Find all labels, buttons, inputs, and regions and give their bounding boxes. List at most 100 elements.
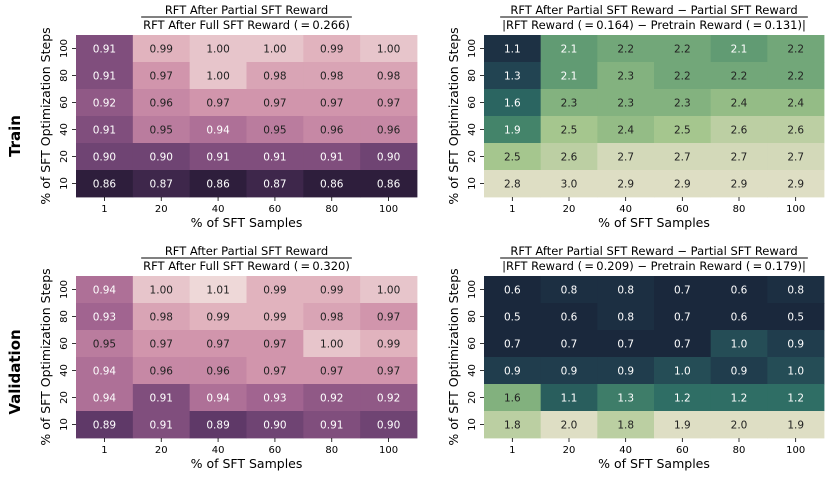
cell-value-label: 2.3 [561,98,578,110]
y-tick-label: 40 [59,123,70,136]
cell-value-label: 0.91 [150,420,173,432]
heatmap-cell [303,35,361,63]
heatmap-cell [360,170,418,198]
cell-value-label: 2.2 [731,71,748,83]
heatmap-cell [710,411,768,439]
cell-value-label: 1.9 [787,420,804,432]
heatmap-cell [246,143,304,171]
cell-value-label: 0.7 [674,312,691,324]
cell-value-label: 0.98 [320,312,343,324]
cell-value-label: 0.97 [377,312,400,324]
cell-value-label: 2.8 [504,179,521,191]
x-tick-label: 80 [733,445,746,456]
cell-value-label: 1.8 [617,420,634,432]
y-tick-label: 60 [467,96,478,109]
cell-value-label: 1.3 [617,393,634,405]
heatmap-cell [654,35,712,63]
heatmap-cell [540,411,598,439]
cell-value-label: 0.9 [617,366,634,378]
x-axis-label: % of SFT Samples [191,215,303,230]
cell-value-label: 0.6 [731,285,748,297]
heatmap-cell [597,357,655,385]
heatmap-cell [360,330,418,358]
cell-value-label: 0.96 [206,366,230,378]
heatmap-cell [484,116,542,144]
heatmap-cell [360,384,418,412]
chart-title-numerator: RFT After Partial SFT Reward − Partial S… [510,3,797,17]
heatmap-cell [710,62,768,90]
heatmap-cell [246,330,304,358]
cell-value-label: 0.97 [150,71,173,83]
cell-value-label: 0.99 [263,312,286,324]
cell-value-label: 0.9 [731,366,748,378]
y-axis-label: % of SFT Optimization Steps [446,268,461,445]
x-tick-label: 40 [212,445,225,456]
heatmap-cell [76,89,134,117]
cell-value-label: 1.2 [787,393,804,405]
cell-value-label: 0.92 [93,98,116,110]
cell-value-label: 2.9 [617,179,634,191]
heatmap-cell [540,62,598,90]
heatmap-cell [540,170,598,198]
chart-title-numerator: RFT After Partial SFT Reward [165,3,328,17]
cell-value-label: 0.92 [320,393,343,405]
y-tick-label: 100 [59,280,70,299]
heatmap-cell [76,116,134,144]
cell-value-label: 0.96 [150,98,174,110]
cell-value-label: 0.96 [150,366,174,378]
heatmap-cell [767,303,825,331]
y-tick-label: 60 [59,337,70,350]
heatmap-cell [189,330,247,358]
y-axis-label: % of SFT Optimization Steps [38,268,53,445]
heatmap-cell [132,62,191,90]
cell-value-label: 0.94 [206,125,230,137]
y-tick-label: 60 [59,96,70,109]
heatmap-cell [654,62,712,90]
cell-value-label: 0.97 [263,366,286,378]
cell-value-label: 2.9 [731,179,748,191]
heatmap-cell [540,384,598,412]
heatmap-cell [597,384,655,412]
cell-value-label: 0.97 [206,98,229,110]
cell-value-label: 0.90 [93,152,116,164]
y-axis-label: % of SFT Optimization Steps [446,27,461,204]
heatmap-cell [710,357,768,385]
heatmap-cell [540,303,598,331]
heatmap-cell [360,35,418,63]
cell-value-label: 0.99 [320,44,343,56]
heatmap-cell [484,330,542,358]
cell-value-label: 0.89 [93,420,116,432]
cell-value-label: 1.00 [320,339,343,351]
y-tick-label: 20 [467,391,478,404]
cell-value-label: 0.94 [93,366,117,378]
heatmap-cell [246,62,304,90]
cell-value-label: 0.98 [150,312,173,324]
cell-value-label: 0.91 [320,152,343,164]
cell-value-label: 0.97 [377,366,400,378]
heatmap-cell [360,89,418,117]
cell-value-label: 0.97 [263,339,286,351]
heatmap-cell [767,62,825,90]
cell-value-label: 2.0 [731,420,748,432]
cell-value-label: 1.9 [504,125,521,137]
chart-title-numerator: RFT After Partial SFT Reward − Partial S… [510,244,797,258]
heatmap-cell [484,411,542,439]
heatmap-cell [189,411,247,439]
y-tick-label: 40 [467,364,478,377]
heatmap-cell [597,330,655,358]
heatmap-cell [246,35,304,63]
cell-value-label: 2.7 [617,152,634,164]
cell-value-label: 1.00 [377,44,400,56]
heatmap-cell [540,35,598,63]
y-tick-label: 40 [59,364,70,377]
cell-value-label: 2.2 [617,44,634,56]
cell-value-label: 0.6 [504,285,521,297]
cell-value-label: 0.87 [263,179,286,191]
heatmap-cell [246,116,304,144]
heatmap-cell [189,62,247,90]
heatmap-cell [767,89,825,117]
cell-value-label: 0.8 [561,285,578,297]
heatmap-cell [710,384,768,412]
y-axis-label: % of SFT Optimization Steps [38,27,53,204]
x-tick-label: 80 [325,204,338,215]
